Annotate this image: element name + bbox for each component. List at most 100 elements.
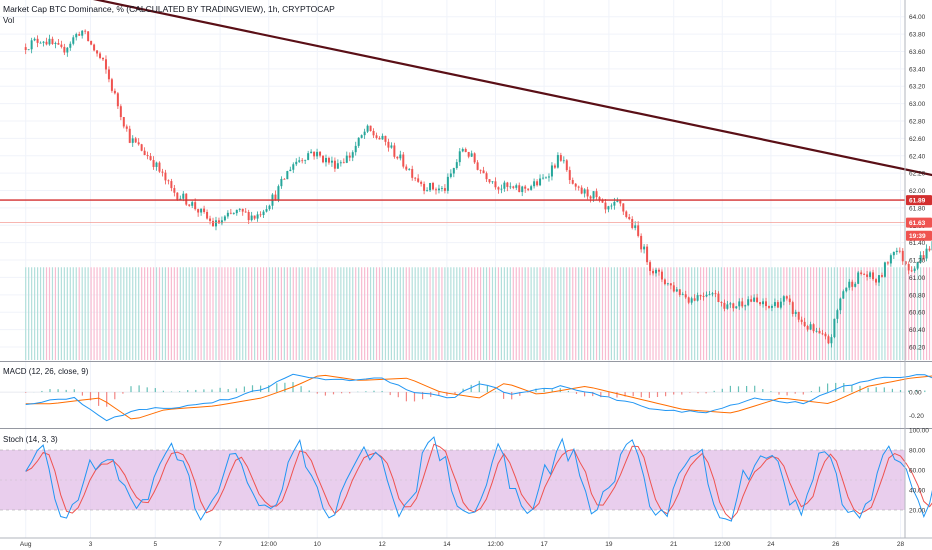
candle <box>244 208 247 213</box>
time-tick-label: 7 <box>218 541 222 548</box>
candle <box>544 176 547 179</box>
candle <box>143 147 146 156</box>
candle <box>744 304 747 311</box>
candle <box>729 301 732 308</box>
candle-body <box>770 306 773 308</box>
candle <box>536 179 539 187</box>
candle-body <box>880 275 883 277</box>
candle-body <box>295 161 298 165</box>
trendline <box>92 0 932 177</box>
candle-body <box>286 171 289 180</box>
candle <box>547 173 550 182</box>
candle-body <box>417 178 420 182</box>
candle <box>357 137 360 148</box>
stoch-tick-label: 100.00 <box>909 428 929 435</box>
candle <box>464 147 467 153</box>
stoch-tick-label: 80.00 <box>909 448 926 455</box>
candle <box>333 157 336 172</box>
candle <box>200 208 203 216</box>
candle-body <box>892 252 895 256</box>
candle-body <box>310 151 313 154</box>
candle <box>122 116 125 129</box>
candle <box>110 77 113 93</box>
candle-body <box>336 163 339 169</box>
stoch-tick-label: 20.00 <box>909 508 926 515</box>
candle <box>767 305 770 309</box>
candle <box>384 135 387 146</box>
candle-body <box>553 165 556 168</box>
candle-body <box>842 291 845 299</box>
time-axis[interactable]: Aug 3 5 7 12:00 10 12 14 12:00 17 19 21 12:00 24 26 28 <box>20 541 905 548</box>
candle <box>381 133 384 140</box>
candle <box>500 184 503 194</box>
candle <box>102 57 105 62</box>
candle-body <box>494 181 497 188</box>
candle-body <box>607 206 610 210</box>
candle <box>345 151 348 164</box>
candle-body <box>913 268 916 271</box>
candle-body <box>479 169 482 171</box>
candle-body <box>232 213 235 214</box>
candle-body <box>158 162 161 172</box>
candle <box>628 213 631 221</box>
candle-body <box>898 250 901 252</box>
candle-body <box>669 283 672 286</box>
candle <box>366 124 369 134</box>
candle <box>295 158 298 167</box>
candle-body <box>449 173 452 177</box>
candle <box>863 272 866 276</box>
candle <box>806 324 809 332</box>
candle <box>681 292 684 296</box>
candle-body <box>384 135 387 142</box>
stoch-label: Stoch (14, 3, 3) <box>3 435 58 444</box>
candle <box>821 329 824 336</box>
candle-body <box>203 208 206 212</box>
candle <box>45 37 48 46</box>
price-axis[interactable]: 60.2060.4060.6060.8061.0061.2061.4061.60… <box>909 14 929 514</box>
candle <box>857 270 860 285</box>
time-tick-label: 24 <box>767 541 775 548</box>
candle-body <box>381 135 384 140</box>
candle <box>81 30 84 39</box>
candle <box>289 166 292 172</box>
candle-body <box>363 131 366 136</box>
candle-body <box>815 330 818 332</box>
candle <box>518 182 521 193</box>
candle <box>785 295 788 301</box>
candle <box>226 210 229 219</box>
candle-body <box>622 203 625 212</box>
candle-body <box>738 301 741 307</box>
candle <box>137 138 140 146</box>
price-tick-label: 60.80 <box>909 292 926 299</box>
candle <box>533 178 536 189</box>
candle <box>637 221 640 238</box>
candle-body <box>827 336 830 344</box>
candle-body <box>649 262 652 271</box>
candle-body <box>402 154 405 167</box>
candle <box>854 281 857 288</box>
candle-body <box>919 255 922 263</box>
candle-body <box>577 186 580 188</box>
candle <box>872 269 875 281</box>
price-tick-label: 63.60 <box>909 49 926 56</box>
overlay-lines[interactable] <box>0 0 932 230</box>
candle <box>167 179 170 185</box>
price-tick-label: 62.00 <box>909 188 926 195</box>
candle <box>539 174 542 187</box>
candle <box>753 294 756 302</box>
candle-body <box>63 46 66 53</box>
candle-body <box>440 188 443 189</box>
candle-body <box>277 186 280 200</box>
candle-body <box>429 182 432 191</box>
candle-body <box>212 220 215 227</box>
candle <box>232 212 235 215</box>
candle <box>363 128 366 139</box>
candle <box>672 282 675 293</box>
candle-body <box>194 202 197 210</box>
candle-body <box>161 171 164 173</box>
candle <box>197 208 200 217</box>
candle-body <box>116 93 119 107</box>
candle <box>212 217 215 227</box>
